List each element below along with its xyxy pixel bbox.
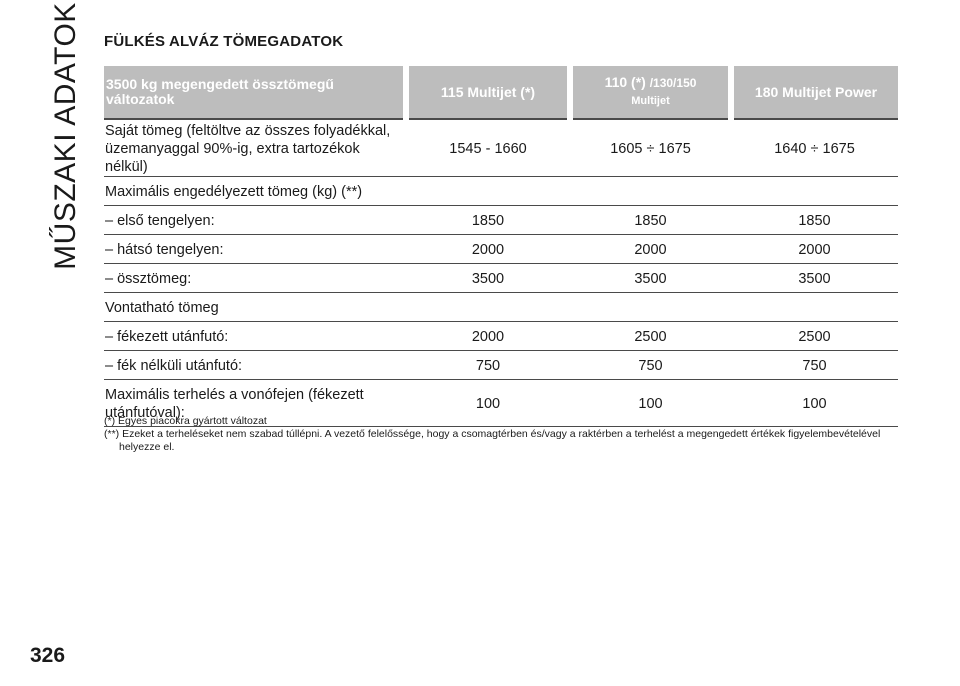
- table-row: – első tengelyen: 1850 1850 1850: [104, 205, 898, 235]
- row-value-115: 2000: [406, 321, 570, 351]
- row-label: – össztömeg:: [104, 263, 406, 293]
- row-value-180: 1850: [731, 205, 898, 235]
- row-value-115: 3500: [406, 263, 570, 293]
- table-row: Vontatható tömeg: [104, 292, 898, 322]
- row-value-110: 2500: [570, 321, 731, 351]
- row-value-180: [731, 292, 898, 322]
- row-value-115: [406, 292, 570, 322]
- header-110-line2: Multijet: [631, 95, 670, 107]
- table-header-row: 3500 kg megengedett össztömegű változato…: [104, 66, 898, 119]
- table-row: – össztömeg: 3500 3500 3500: [104, 263, 898, 293]
- row-value-115: 1545 - 1660: [406, 118, 570, 177]
- row-label: – fék nélküli utánfutó:: [104, 350, 406, 380]
- table-row: – hátsó tengelyen: 2000 2000 2000: [104, 234, 898, 264]
- table-row: Maximális engedélyezett tömeg (kg) (**): [104, 176, 898, 206]
- table-row: Maximális terhelés a vonófejen (fékezett…: [104, 379, 898, 427]
- row-value-180: 100: [731, 379, 898, 427]
- header-180-multijet-power: 180 Multijet Power: [731, 66, 898, 119]
- row-value-110: 100: [570, 379, 731, 427]
- footnote-2: (**) Ezeket a terheléseket nem szabad tú…: [104, 428, 881, 453]
- weight-spec-table: 3500 kg megengedett össztömegű változato…: [104, 66, 898, 427]
- table-row: – fékezett utánfutó: 2000 2500 2500: [104, 321, 898, 351]
- header-110-main: 110 (*): [604, 74, 646, 90]
- row-value-110: 1850: [570, 205, 731, 235]
- row-label: Maximális terhelés a vonófejen (fékezett…: [104, 379, 406, 427]
- header-110-130-150-multijet: 110 (*) /130/150 Multijet: [570, 66, 734, 119]
- row-value-180: [731, 176, 898, 206]
- table-row: Saját tömeg (feltöltve az összes folyadé…: [104, 118, 898, 177]
- row-value-180: 750: [731, 350, 898, 380]
- row-value-110: [570, 176, 731, 206]
- row-value-180: 1640 ÷ 1675: [731, 118, 898, 177]
- row-value-115: 750: [406, 350, 570, 380]
- row-value-110: 750: [570, 350, 731, 380]
- header-115-multijet: 115 Multijet (*): [406, 66, 573, 119]
- row-value-110: 2000: [570, 234, 731, 264]
- row-value-115: 100: [406, 379, 570, 427]
- row-value-110: 1605 ÷ 1675: [570, 118, 731, 177]
- row-label: Maximális engedélyezett tömeg (kg) (**): [104, 176, 406, 206]
- row-value-115: 2000: [406, 234, 570, 264]
- row-label: Vontatható tömeg: [104, 292, 406, 322]
- row-value-115: 1850: [406, 205, 570, 235]
- row-value-180: 3500: [731, 263, 898, 293]
- row-value-180: 2000: [731, 234, 898, 264]
- header-variant-label: 3500 kg megengedett össztömegű változato…: [104, 66, 409, 119]
- row-value-115: [406, 176, 570, 206]
- row-label: Saját tömeg (feltöltve az összes folyadé…: [104, 118, 406, 177]
- footnotes: (*) Egyes piacokra gyártott változat (**…: [104, 415, 898, 454]
- section-title: FÜLKÉS ALVÁZ TÖMEGADATOK: [104, 33, 344, 50]
- footnote-1: (*) Egyes piacokra gyártott változat: [104, 415, 267, 427]
- row-label: – fékezett utánfutó:: [104, 321, 406, 351]
- row-value-110: 3500: [570, 263, 731, 293]
- header-110-small: /130/150: [649, 76, 697, 90]
- side-section-title: MŰSZAKI ADATOK: [49, 2, 82, 270]
- page-number: 326: [30, 644, 66, 667]
- row-label: – hátsó tengelyen:: [104, 234, 406, 264]
- row-label: – első tengelyen:: [104, 205, 406, 235]
- table-row: – fék nélküli utánfutó: 750 750 750: [104, 350, 898, 380]
- row-value-110: [570, 292, 731, 322]
- row-value-180: 2500: [731, 321, 898, 351]
